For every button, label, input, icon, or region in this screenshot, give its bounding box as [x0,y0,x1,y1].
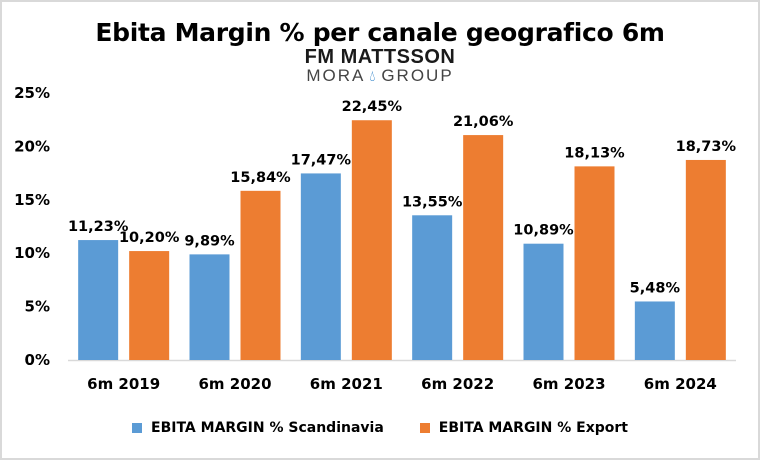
y-tick-label: 10% [14,244,50,262]
data-label: 5,48% [630,280,681,296]
legend-label-scandinavia: EBITA MARGIN % Scandinavia [151,420,384,436]
data-label: 11,23% [68,219,129,235]
y-tick-label: 0% [25,351,50,369]
data-label: 10,89% [513,223,574,239]
bar-scandinavia [189,254,230,360]
logo-mora: MORA [306,66,366,85]
bar-scandinavia [78,240,119,360]
data-label: 21,06% [453,114,514,130]
x-tick-label: 6m 2024 [644,375,717,393]
legend: EBITA MARGIN % Scandinavia EBITA MARGIN … [0,420,760,436]
data-label: 13,55% [402,194,463,210]
bar-export [129,251,170,360]
logo-group: GROUP [381,66,454,85]
x-axis: 6m 2019 6m 2020 6m 2021 6m 2022 6m 2023 6m 20… [87,375,717,393]
x-tick-label: 6m 2019 [87,375,160,393]
data-labels: 11,23%10,20% 9,89% 15,84%17,47% 22,45% 13,55… [68,99,737,296]
bar-export [574,166,615,360]
y-tick-label: 15% [14,191,50,209]
x-tick-label: 6m 2020 [198,375,271,393]
legend-label-export: EBITA MARGIN % Export [438,420,628,436]
bar-export [685,159,726,360]
data-label: 10,20% [119,230,180,246]
y-tick-label: 5% [25,298,50,316]
data-label: 22,45% [342,99,403,115]
y-tick-label: 20% [14,137,50,155]
bar-scandinavia [523,243,564,360]
bar-scandinavia [634,301,675,360]
data-label: 9,89% [184,233,235,249]
water-drop-icon: 💧︎ [369,68,378,85]
y-axis: 0% 5% 10% 15% 20% 25% [14,84,50,369]
y-tick-label: 25% [14,84,50,102]
legend-item-scandinavia: EBITA MARGIN % Scandinavia [132,420,384,436]
bar-scandinavia [412,215,453,360]
legend-swatch-scandinavia [132,423,143,433]
data-label: 18,73% [676,139,737,155]
legend-item-export: EBITA MARGIN % Export [419,420,628,436]
chart-title: Ebita Margin % per canale geografico 6m [95,18,665,47]
bar-export [463,135,504,360]
data-label: 17,47% [291,152,352,168]
x-tick-label: 6m 2023 [532,375,605,393]
legend-swatch-export [419,423,430,433]
bars [78,120,726,360]
logo-line-1: FM MATTSSON [304,46,456,68]
bar-export [351,120,392,360]
x-tick-label: 6m 2021 [310,375,383,393]
data-label: 15,84% [230,170,291,186]
bar-export [240,190,281,360]
logo-line-2: MORA 💧︎ GROUP [0,67,760,86]
x-tick-label: 6m 2022 [421,375,494,393]
data-label: 18,13% [564,145,625,161]
bar-scandinavia [300,173,341,360]
